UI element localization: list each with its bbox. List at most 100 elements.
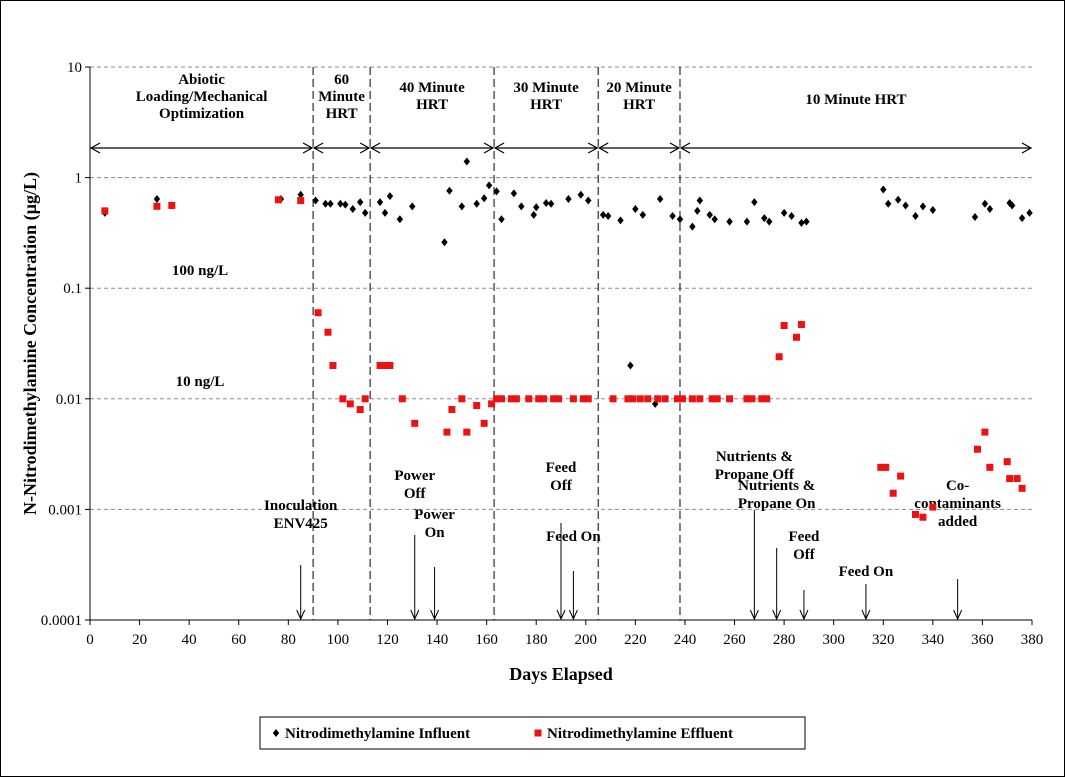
- y-tick-label: 0.01: [56, 392, 82, 408]
- phase-arrowhead: [679, 142, 691, 154]
- data-point-effluent: [696, 395, 704, 403]
- data-point-influent: [349, 205, 356, 214]
- data-point-effluent: [376, 362, 384, 370]
- event-label-line: Off: [793, 547, 816, 563]
- x-tick-label: 20: [132, 632, 147, 648]
- data-point-effluent: [314, 309, 322, 317]
- event-label-line: Propane Off: [715, 467, 795, 483]
- data-point-effluent: [877, 463, 885, 471]
- data-point-effluent: [629, 395, 637, 403]
- y-tick-label: 10: [67, 60, 82, 76]
- data-point-effluent: [550, 395, 558, 403]
- x-tick-label: 360: [971, 632, 994, 648]
- data-point-influent: [803, 217, 810, 226]
- data-point-effluent: [525, 395, 533, 403]
- phase-label-line: 10 Minute HRT: [805, 92, 906, 108]
- event-label-line: Nutrients &: [716, 449, 793, 465]
- x-tick-label: 60: [231, 632, 246, 648]
- y-tick-label: 0.1: [63, 281, 82, 297]
- data-point-effluent: [1018, 484, 1026, 492]
- data-point-influent: [446, 186, 453, 195]
- phase-arrowhead: [312, 142, 324, 154]
- event-label-line: Off: [404, 486, 427, 502]
- data-point-influent: [929, 205, 937, 214]
- event-label-line: contaminants: [914, 496, 1001, 512]
- event-label-line: Feed: [789, 529, 820, 545]
- event-label-line: Power: [414, 507, 455, 523]
- data-point-influent: [312, 196, 319, 205]
- data-point-effluent: [919, 513, 927, 521]
- data-point-effluent: [274, 196, 282, 204]
- x-tick-labels: 0 20 40 60 80 100 120 140 160 180 200 220 240 260 280 3…: [86, 632, 1043, 648]
- phase-label-line: 60: [334, 72, 349, 88]
- y-tick-label: 0.001: [48, 502, 82, 518]
- data-point-effluent: [793, 333, 800, 341]
- x-tick-label: 160: [475, 632, 498, 648]
- phase-arrowhead: [587, 142, 599, 154]
- data-point-influent: [533, 203, 540, 212]
- data-point-influent: [676, 215, 684, 224]
- data-point-influent: [894, 195, 902, 204]
- x-tick-label: 280: [773, 632, 796, 648]
- data-point-influent: [694, 206, 701, 215]
- x-tick-label: 220: [624, 632, 647, 648]
- data-point-effluent: [986, 463, 994, 471]
- y-tick-labels: 10 1 0.1 0.01 0.001 0.0001: [41, 60, 82, 629]
- data-point-effluent: [443, 428, 451, 436]
- data-point-effluent: [346, 400, 354, 408]
- phase-arrowhead: [669, 142, 681, 154]
- data-point-effluent: [661, 395, 669, 403]
- data-point-effluent: [297, 197, 305, 205]
- data-point-effluent: [882, 463, 890, 471]
- phase-label: 30 Minute HRT: [513, 80, 579, 113]
- legend-marker-influent: [272, 729, 280, 737]
- phase-arrowhead: [597, 142, 609, 154]
- event-arrowhead: [799, 609, 809, 621]
- data-point-influent: [441, 238, 448, 247]
- data-point-influent: [1026, 208, 1033, 217]
- data-point-effluent: [361, 395, 369, 403]
- data-point-effluent: [1013, 475, 1021, 483]
- data-point-effluent: [678, 395, 686, 403]
- data-point-effluent: [569, 395, 577, 403]
- data-point-influent: [617, 216, 624, 225]
- data-point-effluent: [644, 395, 652, 403]
- data-point-influent: [153, 195, 161, 204]
- data-point-effluent: [889, 489, 897, 497]
- data-point-effluent: [713, 395, 721, 403]
- series-effluent: [101, 196, 1026, 521]
- data-point-effluent: [743, 395, 751, 403]
- data-point-influent: [458, 202, 466, 211]
- x-tick-label: 100: [327, 632, 350, 648]
- data-point-effluent: [775, 353, 783, 361]
- data-point-influent: [361, 208, 369, 217]
- data-point-effluent: [797, 320, 805, 328]
- data-point-effluent: [153, 202, 161, 210]
- data-point-effluent: [448, 406, 456, 414]
- data-point-influent: [577, 190, 585, 199]
- data-point-effluent: [398, 395, 406, 403]
- data-point-influent: [493, 187, 500, 196]
- phase-arrowhead: [302, 142, 314, 154]
- data-point-influent: [409, 202, 416, 211]
- data-point-influent: [337, 199, 344, 208]
- data-point-effluent: [636, 395, 644, 403]
- data-point-influent: [689, 222, 696, 231]
- event-label: Feed On: [546, 529, 601, 545]
- x-tick-label: 320: [872, 632, 895, 648]
- x-tick-label: 200: [575, 632, 598, 648]
- data-point-influent: [585, 196, 592, 205]
- data-point-effluent: [929, 503, 937, 511]
- data-point-effluent: [555, 395, 563, 403]
- data-point-effluent: [973, 445, 981, 453]
- phase-label-line: HRT: [530, 97, 562, 113]
- data-point-effluent: [654, 395, 662, 403]
- data-point-influent: [706, 210, 713, 219]
- data-point-influent: [1006, 198, 1013, 207]
- event-label: Nutrients & Propane Off: [715, 449, 795, 483]
- event-label-line: Feed On: [546, 529, 601, 545]
- event-label: Feed Off: [789, 529, 820, 563]
- phase-label-line: Optimization: [159, 106, 245, 122]
